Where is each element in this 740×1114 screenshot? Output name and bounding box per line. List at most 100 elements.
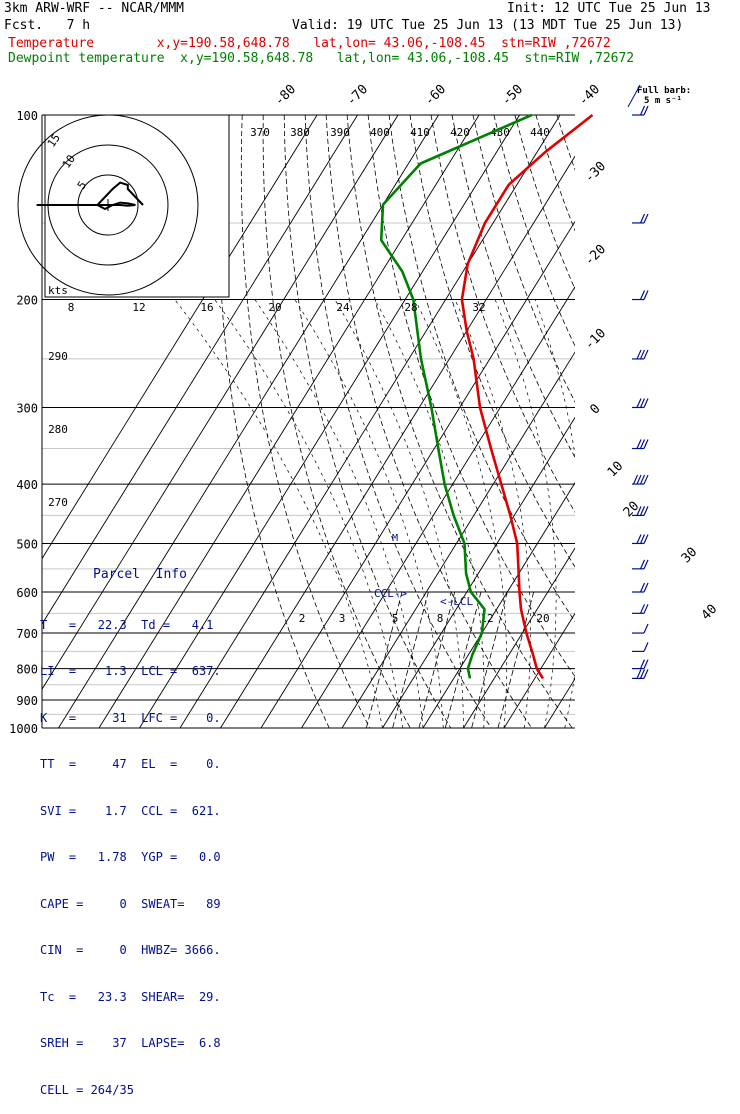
- parcel-row: Tc = 23.3 SHEAR= 29.: [40, 990, 240, 1006]
- pressure-label: 300: [16, 401, 38, 415]
- theta-label: 420: [450, 126, 470, 139]
- wind-barb-feather: [641, 214, 645, 223]
- wind-barb-feather: [641, 475, 645, 484]
- wind-barb-feather: [637, 669, 641, 678]
- pressure-label: 500: [16, 537, 38, 551]
- wind-barb-feather: [637, 534, 641, 543]
- pressure-label: 800: [16, 663, 38, 677]
- isotherm-label: 40: [699, 602, 721, 624]
- dry-adiabat-line: [599, 115, 740, 728]
- wind-barb-feather: [641, 604, 645, 613]
- dry-adiabat-line: [536, 115, 740, 728]
- mixing-ratio-label: 5: [392, 612, 399, 625]
- wind-barb-feather: [641, 669, 645, 678]
- moist-adiabat-line: [375, 300, 484, 729]
- pressure-label: 100: [16, 109, 38, 123]
- dry-adiabat-line: [641, 115, 740, 728]
- wind-barb-feather: [644, 106, 648, 115]
- full-barb-unit: 5 m s⁻¹: [644, 96, 682, 106]
- theta-label: 370: [250, 126, 270, 139]
- dry-adiabat-line: [305, 115, 491, 728]
- wind-barb-feather: [637, 350, 641, 359]
- dry-adiabat-line: [389, 115, 653, 728]
- full-barb-label: Full barb:: [637, 86, 691, 96]
- hodograph-speed-label: 12: [132, 301, 145, 314]
- mixing-ratio-label: 3: [339, 612, 346, 625]
- isotherm-line: [464, 115, 740, 728]
- wind-barb-feather: [641, 398, 645, 407]
- isotherm-label: -70: [344, 82, 371, 109]
- isotherm-line: [423, 115, 740, 728]
- dry-adiabat-line: [620, 115, 740, 728]
- wind-barb-feather: [641, 440, 645, 449]
- hodograph-speed-label: 28: [404, 301, 417, 314]
- wind-barb-feather: [644, 669, 648, 678]
- dry-adiabat-line: [326, 115, 532, 728]
- dry-adiabat-line: [473, 115, 740, 728]
- isotherm-line: [302, 115, 682, 728]
- wind-barb-feather: [637, 475, 641, 484]
- wind-barb-feather: [644, 583, 648, 592]
- dry-adiabat-line: [557, 115, 740, 728]
- wind-barb-feather: [644, 440, 648, 449]
- pressure-label: 1000: [9, 722, 38, 736]
- moist-adiabat-line: [415, 300, 507, 729]
- theta-label: 440: [530, 126, 550, 139]
- wind-barb-feather: [644, 560, 648, 569]
- lcl-marker: <-LCL: [440, 595, 473, 608]
- wind-barb-feather: [641, 350, 645, 359]
- moist-adiabat-line: [215, 300, 403, 729]
- parcel-info-panel: Parcel Info T = 22.3 Td = 4.1 LI = 1.3 L…: [40, 536, 240, 728]
- theta-low-label: 270: [48, 496, 68, 509]
- theta-label: 380: [290, 126, 310, 139]
- isotherm-label: 30: [679, 545, 701, 567]
- hodograph-speed-label: 8: [68, 301, 75, 314]
- dry-adiabat-line: [515, 115, 740, 728]
- parcel-row: PW = 1.78 YGP = 0.0: [40, 850, 240, 866]
- parcel-row: T = 22.3 Td = 4.1: [40, 618, 240, 634]
- parcel-row: LI = 1.3 LCL = 637.: [40, 664, 240, 680]
- wind-barb-feather: [641, 291, 645, 300]
- wind-barb-feather: [641, 506, 645, 515]
- parcel-row: SVI = 1.7 CCL = 621.: [40, 804, 240, 820]
- parcel-row: K = 31 LFC = 0.: [40, 711, 240, 727]
- isotherm-label: -50: [499, 82, 526, 109]
- moist-adiabat-line: [495, 300, 556, 729]
- pressure-label: 200: [16, 294, 38, 308]
- parcel-row: TT = 47 EL = 0.: [40, 757, 240, 773]
- theta-label: 400: [370, 126, 390, 139]
- wind-barb-feather: [644, 624, 648, 633]
- parcel-row: CAPE = 0 SWEAT= 89: [40, 897, 240, 913]
- mixing-ratio-label: 20: [536, 612, 549, 625]
- parcel-mark: M: [392, 533, 398, 544]
- dry-adiabat-line: [368, 115, 613, 728]
- wind-barb-feather: [641, 560, 645, 569]
- temperature-profile-line: [462, 115, 593, 678]
- pressure-label: 400: [16, 478, 38, 492]
- isotherm-line: [545, 115, 740, 728]
- parcel-row: SREH = 37 LAPSE= 6.8: [40, 1036, 240, 1052]
- wind-barb-feather: [641, 660, 645, 669]
- mixing-ratio-line: [498, 592, 534, 728]
- dry-adiabat-line: [431, 115, 734, 728]
- ccl-marker: CCL->: [374, 587, 407, 600]
- isotherm-line: [342, 115, 722, 728]
- wind-barb-feather: [641, 106, 645, 115]
- hodograph-speed-label: 20: [268, 301, 281, 314]
- hodograph-units: kts: [48, 284, 68, 297]
- dry-adiabat-line: [410, 115, 694, 728]
- mixing-ratio-label: 2: [299, 612, 306, 625]
- isotherm-label: 0: [587, 401, 603, 417]
- barb-legend-staff: [628, 85, 640, 107]
- isotherm-label: -60: [422, 82, 449, 109]
- isotherm-label: -30: [582, 159, 609, 186]
- parcel-info-title: Parcel Info: [40, 567, 240, 583]
- wind-barb-feather: [637, 398, 641, 407]
- pressure-label: 700: [16, 627, 38, 641]
- wind-barb-feather: [644, 534, 648, 543]
- isotherm-line: [626, 115, 740, 728]
- theta-label: 390: [330, 126, 350, 139]
- wind-barb-feather: [644, 604, 648, 613]
- parcel-row: CIN = 0 HWBZ= 3666.: [40, 943, 240, 959]
- wind-barb-feather: [644, 214, 648, 223]
